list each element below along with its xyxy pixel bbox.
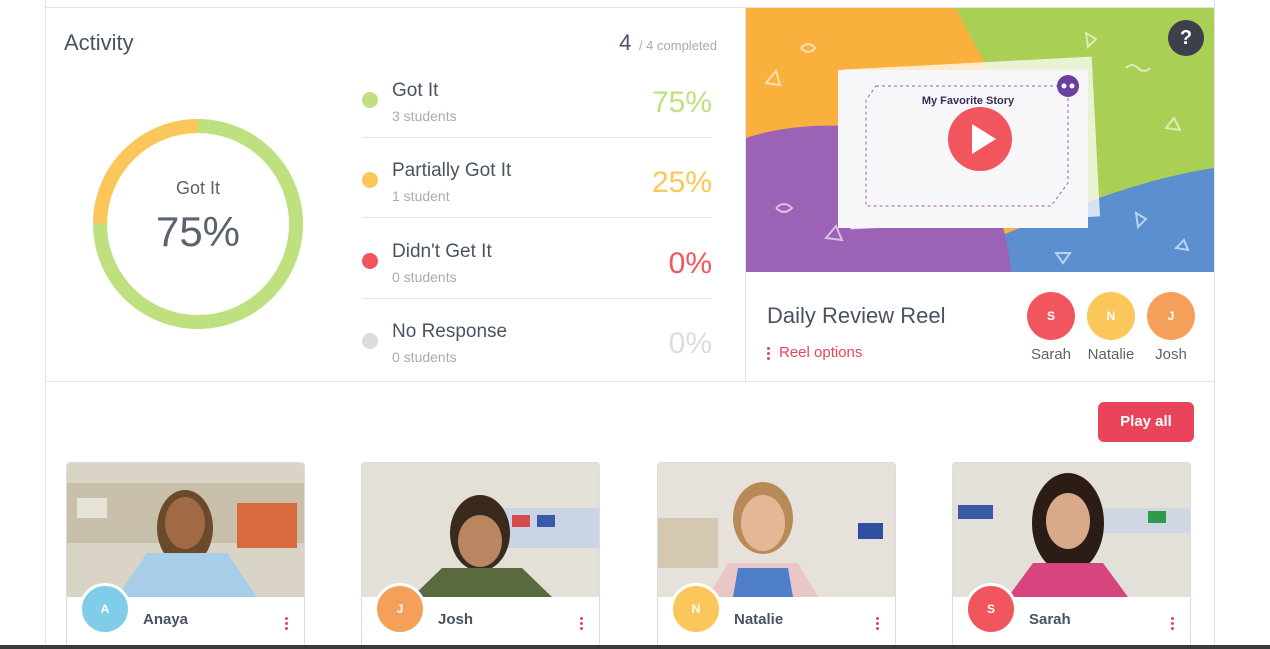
got-it-dot: [362, 92, 378, 108]
student-video-thumbnail[interactable]: [362, 463, 599, 597]
completed-number: 4: [619, 30, 632, 55]
student-menu-icon[interactable]: [285, 617, 288, 632]
video-title: My Favorite Story: [922, 95, 1015, 107]
doodle-shapes: [764, 31, 1190, 265]
no-response-dot: [362, 333, 378, 349]
student-card-sarah[interactable]: S Sarah: [952, 462, 1191, 649]
reel-badge-eye-right: [1069, 83, 1075, 89]
result-row-partially-got-it: Partially Got It 1 student 25%: [362, 138, 712, 218]
top-divider: [45, 7, 1215, 8]
result-count: 0 students: [392, 269, 457, 285]
donut-label: Got It: [175, 178, 220, 198]
result-row-didnt-get-it: Didn't Get It 0 students 0%: [362, 219, 712, 299]
reel-avatar-name: Josh: [1155, 346, 1187, 363]
reel-badge-eye-left: [1061, 83, 1067, 89]
student-menu-icon[interactable]: [876, 617, 879, 632]
result-label: Didn't Get It: [392, 241, 492, 262]
student-name: Anaya: [143, 611, 189, 628]
reel-options-label: Reel options: [779, 344, 863, 361]
result-row-got-it: Got It 3 students 75%: [362, 58, 712, 138]
reel-title: Daily Review Reel: [767, 303, 946, 328]
completed-label: / 4 completed: [638, 38, 717, 53]
result-row-no-response: No Response 0 students 0%: [362, 299, 712, 379]
result-count: 3 students: [392, 108, 457, 124]
reel-options-link[interactable]: Reel options: [767, 344, 862, 362]
activity-title: Activity: [64, 30, 134, 55]
student-card-natalie[interactable]: N Natalie: [657, 462, 896, 649]
reel-avatar-sarah[interactable]: S: [1027, 292, 1075, 340]
student-name: Natalie: [734, 611, 784, 628]
partially-got-it-dot: [362, 172, 378, 188]
student-avatar: S: [965, 583, 1017, 635]
result-percent: 75%: [651, 86, 712, 119]
student-video-thumbnail[interactable]: [953, 463, 1190, 597]
reel-avatar-natalie[interactable]: N: [1087, 292, 1135, 340]
section-divider: [46, 381, 1214, 382]
student-menu-icon[interactable]: [1171, 617, 1174, 632]
result-label: No Response: [392, 321, 508, 342]
donut-track: [93, 119, 303, 329]
bg-blue: [996, 168, 1214, 272]
result-count: 1 student: [392, 188, 450, 204]
student-card-josh[interactable]: J Josh: [361, 462, 600, 649]
reel-badge: [1057, 75, 1079, 97]
student-name: Josh: [438, 611, 474, 628]
result-percent: 0%: [668, 327, 712, 360]
kebab-icon: [767, 345, 770, 362]
student-avatar: N: [670, 583, 722, 635]
help-button[interactable]: ?: [1168, 20, 1204, 56]
student-avatar: A: [79, 583, 131, 635]
play-all-button[interactable]: Play all: [1098, 402, 1194, 442]
student-avatar: J: [374, 583, 426, 635]
reel-avatar-name: Sarah: [1030, 346, 1072, 363]
student-video-thumbnail[interactable]: [67, 463, 304, 597]
reel-avatar-name: Natalie: [1087, 346, 1135, 363]
activity-panel: Activity 4 / 4 completed Got It 75% Got …: [46, 8, 746, 381]
taskbar-edge: [0, 645, 1270, 649]
result-count: 0 students: [392, 349, 457, 365]
result-label: Partially Got It: [392, 160, 512, 181]
student-video-thumbnail[interactable]: [658, 463, 895, 597]
reel-thumbnail[interactable]: My Favorite Story: [746, 8, 1214, 272]
result-percent: 25%: [651, 166, 712, 199]
result-percent: 0%: [668, 247, 712, 280]
student-card-anaya[interactable]: A Anaya: [66, 462, 305, 649]
donut-percent: 75%: [155, 208, 241, 255]
results-donut-chart: [93, 119, 303, 329]
student-menu-icon[interactable]: [580, 617, 583, 632]
reel-avatar-josh[interactable]: J: [1147, 292, 1195, 340]
result-label: Got It: [392, 80, 439, 101]
student-name: Sarah: [1029, 611, 1071, 628]
didnt-get-it-dot: [362, 253, 378, 269]
completed-count: 4 / 4 completed: [619, 30, 717, 56]
play-icon: [972, 124, 996, 154]
